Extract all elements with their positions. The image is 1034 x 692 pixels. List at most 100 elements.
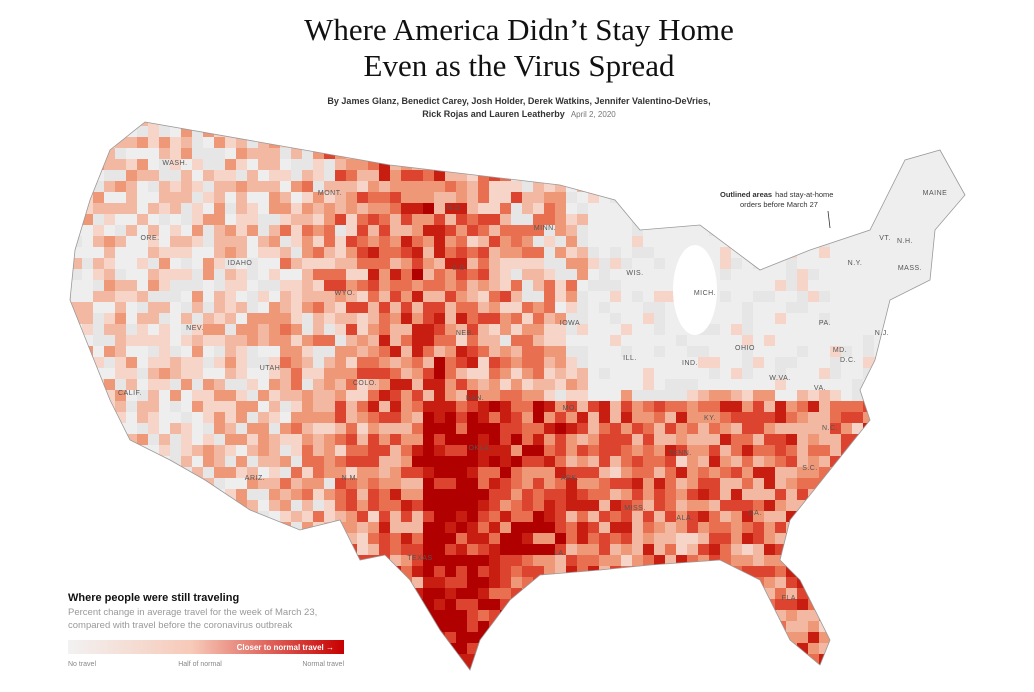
- county: [764, 357, 776, 369]
- county: [126, 280, 138, 292]
- county: [247, 445, 259, 457]
- county: [731, 214, 743, 226]
- county: [71, 214, 83, 226]
- county: [379, 489, 391, 501]
- county: [885, 181, 897, 193]
- county: [885, 203, 897, 215]
- county: [126, 192, 138, 204]
- county: [247, 225, 259, 237]
- county: [126, 467, 138, 479]
- county: [192, 445, 204, 457]
- county: [665, 555, 677, 567]
- county: [632, 566, 644, 578]
- county: [698, 368, 710, 380]
- county: [390, 423, 402, 435]
- county: [797, 137, 809, 149]
- county: [445, 566, 457, 578]
- county: [115, 511, 127, 523]
- county: [346, 225, 358, 237]
- county: [335, 390, 347, 402]
- county: [654, 313, 666, 325]
- county: [764, 588, 776, 600]
- county: [654, 346, 666, 358]
- county: [170, 478, 182, 490]
- county: [258, 122, 270, 127]
- county: [236, 170, 248, 182]
- county: [863, 643, 875, 655]
- county: [390, 390, 402, 402]
- county: [808, 522, 820, 534]
- county: [192, 500, 204, 512]
- county: [665, 324, 677, 336]
- county: [698, 170, 710, 182]
- county: [401, 665, 413, 670]
- county: [819, 676, 831, 688]
- county: [181, 247, 193, 259]
- county: [665, 313, 677, 325]
- county: [335, 280, 347, 292]
- county: [423, 181, 435, 193]
- county: [93, 302, 105, 314]
- county: [797, 588, 809, 600]
- county: [280, 203, 292, 215]
- county: [324, 456, 336, 468]
- county: [610, 214, 622, 226]
- county: [258, 192, 270, 204]
- county: [335, 192, 347, 204]
- county: [247, 291, 259, 303]
- county: [610, 203, 622, 215]
- county: [665, 522, 677, 534]
- county: [500, 368, 512, 380]
- county: [940, 610, 952, 622]
- county: [918, 555, 930, 567]
- county: [841, 643, 853, 655]
- county: [93, 379, 105, 391]
- county: [390, 280, 402, 292]
- county: [280, 357, 292, 369]
- county: [82, 291, 94, 303]
- county: [588, 324, 600, 336]
- county: [577, 159, 589, 171]
- county: [368, 456, 380, 468]
- county: [929, 335, 941, 347]
- county: [280, 214, 292, 226]
- county: [291, 423, 303, 435]
- county: [643, 335, 655, 347]
- county: [885, 225, 897, 237]
- county: [379, 577, 391, 589]
- county: [93, 280, 105, 292]
- county: [401, 192, 413, 204]
- county: [258, 368, 270, 380]
- county: [555, 621, 567, 633]
- county: [478, 456, 490, 468]
- county: [962, 401, 965, 413]
- county: [830, 368, 842, 380]
- county: [973, 379, 985, 391]
- county: [698, 489, 710, 501]
- county: [731, 654, 743, 666]
- county: [918, 588, 930, 600]
- county: [258, 456, 270, 468]
- county: [786, 445, 798, 457]
- county: [346, 555, 358, 567]
- county: [907, 621, 919, 633]
- county: [797, 456, 809, 468]
- county: [665, 654, 677, 666]
- state-label: VA.: [814, 385, 826, 392]
- county: [654, 621, 666, 633]
- county: [720, 137, 732, 149]
- county: [731, 225, 743, 237]
- county: [852, 478, 864, 490]
- county: [544, 665, 556, 670]
- county: [819, 423, 831, 435]
- county: [709, 170, 721, 182]
- county: [302, 335, 314, 347]
- county: [401, 126, 413, 138]
- county: [500, 148, 512, 160]
- county: [841, 357, 853, 369]
- county: [214, 324, 226, 336]
- county: [533, 522, 545, 534]
- county: [544, 467, 556, 479]
- county: [753, 588, 765, 600]
- county: [940, 258, 952, 270]
